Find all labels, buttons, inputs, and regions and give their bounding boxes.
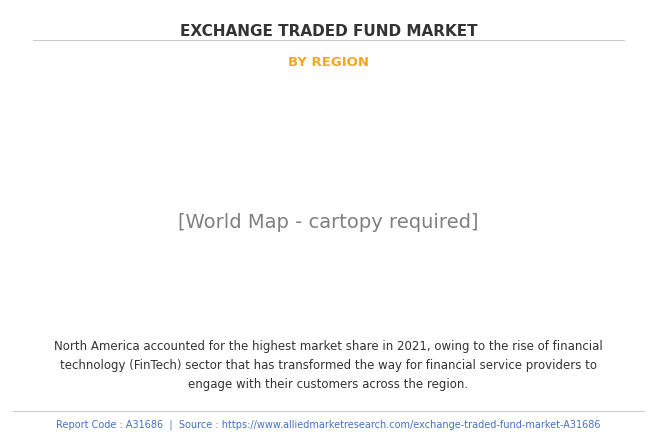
Text: Report Code : A31686  |  Source : https://www.alliedmarketresearch.com/exchange-: Report Code : A31686 | Source : https://… <box>57 420 600 430</box>
Text: BY REGION: BY REGION <box>288 56 369 68</box>
Text: EXCHANGE TRADED FUND MARKET: EXCHANGE TRADED FUND MARKET <box>179 24 478 40</box>
Text: North America accounted for the highest market share in 2021, owing to the rise : North America accounted for the highest … <box>54 340 603 391</box>
Text: [World Map - cartopy required]: [World Map - cartopy required] <box>178 213 479 231</box>
